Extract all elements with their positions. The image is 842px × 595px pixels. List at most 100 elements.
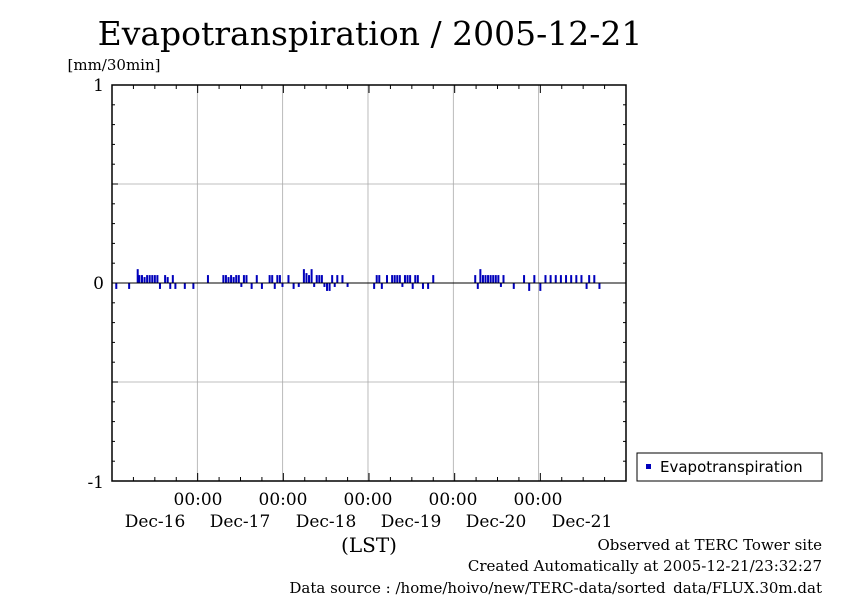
- x-time-label-4: 00:00: [429, 490, 478, 510]
- data-bar: [380, 283, 383, 289]
- data-bar: [148, 275, 151, 283]
- data-bar: [385, 275, 388, 283]
- data-bar: [528, 283, 531, 291]
- data-bar: [479, 269, 482, 283]
- data-bar: [136, 269, 139, 283]
- y-tick-label-bottom: -1: [87, 473, 104, 493]
- data-bar: [166, 277, 169, 283]
- data-bar: [250, 283, 253, 289]
- data-bar: [310, 269, 313, 283]
- data-bar: [138, 275, 141, 283]
- legend: Evapotranspiration: [636, 452, 823, 482]
- data-bar: [292, 283, 295, 289]
- data-bar: [489, 275, 492, 283]
- data-bar: [281, 283, 284, 287]
- axis-ticks: [111, 84, 627, 482]
- data-bar: [331, 275, 334, 283]
- data-bar: [427, 283, 430, 289]
- data-bar: [151, 275, 154, 283]
- x-date-label-dec-17: Dec-17: [210, 512, 271, 532]
- data-bar: [409, 275, 412, 283]
- x-date-label-dec-16: Dec-16: [125, 512, 186, 532]
- data-bar: [421, 283, 424, 289]
- data-bar: [297, 283, 300, 287]
- data-bar: [313, 283, 316, 287]
- data-bar: [260, 283, 263, 289]
- data-bar: [245, 275, 248, 283]
- data-bar: [302, 269, 305, 283]
- x-time-label-3: 00:00: [344, 490, 393, 510]
- data-bar: [164, 275, 167, 283]
- data-bar: [235, 275, 238, 283]
- data-bar: [326, 283, 329, 291]
- data-bar: [192, 283, 195, 289]
- data-bar: [523, 275, 526, 283]
- data-bar: [406, 275, 409, 283]
- data-bar: [318, 275, 321, 283]
- data-bar: [403, 275, 406, 283]
- data-bar: [268, 275, 271, 283]
- data-bar: [593, 275, 596, 283]
- data-bar: [140, 275, 143, 283]
- data-bar: [346, 283, 349, 287]
- data-bar: [171, 275, 174, 283]
- data-bar: [598, 283, 601, 289]
- data-bar: [580, 275, 583, 283]
- data-bar: [115, 283, 118, 289]
- data-bar: [287, 275, 290, 283]
- data-bar: [328, 283, 331, 291]
- x-time-label-2: 00:00: [259, 490, 308, 510]
- data-bars: [115, 269, 601, 291]
- data-bar: [585, 283, 588, 289]
- data-bar: [333, 283, 336, 287]
- data-bar: [416, 275, 419, 283]
- data-bar: [242, 275, 245, 283]
- data-bar: [398, 275, 401, 283]
- data-bar: [373, 283, 376, 289]
- data-bar: [533, 275, 536, 283]
- data-bar: [143, 277, 146, 283]
- data-bar: [278, 275, 281, 283]
- data-bar: [401, 283, 404, 287]
- legend-swatch: [646, 464, 651, 469]
- data-bar: [174, 283, 177, 289]
- legend-entry-label: Evapotranspiration: [660, 458, 803, 476]
- data-bar: [341, 275, 344, 283]
- data-bar: [396, 275, 399, 283]
- data-bar: [497, 275, 500, 283]
- data-bar: [146, 275, 149, 283]
- data-bar: [549, 275, 552, 283]
- data-bar: [575, 275, 578, 283]
- data-source-note: Data source : /home/hoivo/new/TERC-data/…: [289, 579, 822, 595]
- data-bar: [481, 275, 484, 283]
- data-bar: [494, 275, 497, 283]
- data-bar: [224, 275, 227, 283]
- data-bar: [492, 275, 495, 283]
- chart-title: Evapotranspiration / 2005-12-21: [98, 14, 643, 53]
- legend-box: [636, 452, 823, 482]
- data-bar: [273, 283, 276, 289]
- data-bar: [230, 275, 233, 283]
- x-time-label-5: 00:00: [514, 490, 563, 510]
- data-bar: [169, 283, 172, 289]
- data-bar: [559, 275, 562, 283]
- data-bar: [276, 275, 279, 283]
- data-bar: [512, 283, 515, 289]
- x-time-label-1: 00:00: [174, 490, 223, 510]
- data-bar: [474, 275, 477, 283]
- data-bar: [206, 275, 209, 283]
- data-bar: [570, 275, 573, 283]
- data-bar: [227, 277, 230, 283]
- data-bar: [414, 275, 417, 283]
- x-date-label-dec-21: Dec-21: [552, 512, 613, 532]
- data-bar: [565, 275, 568, 283]
- data-bar: [499, 283, 502, 287]
- created-note: Created Automatically at 2005-12-21/23:3…: [468, 557, 822, 575]
- data-bar: [502, 275, 505, 283]
- data-bar: [315, 275, 318, 283]
- data-bar: [375, 275, 378, 283]
- data-bar: [323, 283, 326, 287]
- data-bar: [156, 275, 159, 283]
- data-bar: [237, 275, 240, 283]
